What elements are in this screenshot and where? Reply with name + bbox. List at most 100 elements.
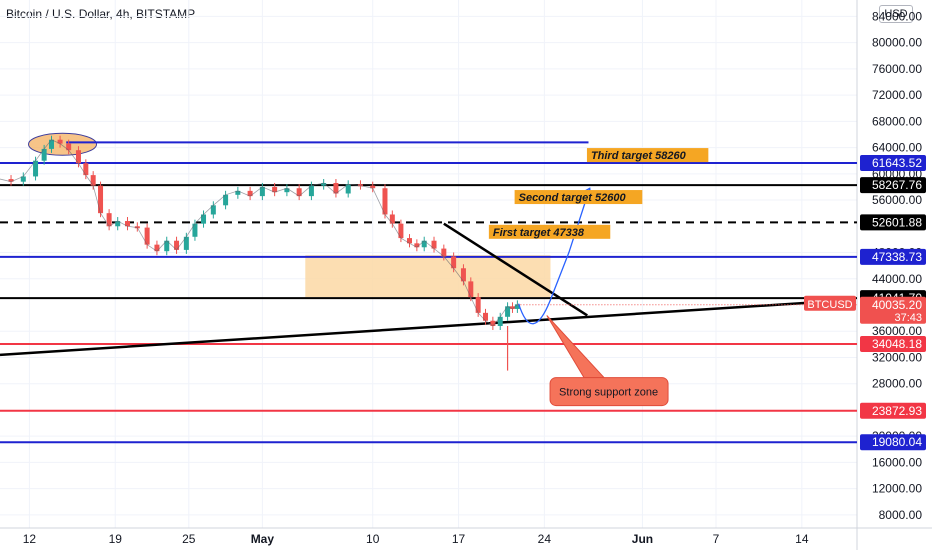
candle-body — [345, 184, 351, 194]
candle-body — [90, 175, 96, 186]
price-line — [0, 139, 518, 327]
price-level-badge — [860, 155, 926, 172]
candle-body — [115, 221, 121, 227]
currency-button[interactable]: USD — [879, 5, 913, 23]
y-tick-label: 68000.00 — [872, 114, 922, 128]
projection-path — [517, 188, 591, 325]
candle-body — [333, 182, 339, 194]
y-tick-label: 64000.00 — [872, 141, 922, 155]
x-tick-label: 25 — [182, 532, 196, 546]
x-tick-label: 14 — [795, 532, 809, 546]
x-tick-label: Jun — [632, 532, 653, 546]
descending-resistance-trendline — [443, 222, 588, 317]
candle-body — [490, 320, 496, 326]
target-label-box — [488, 224, 611, 239]
callout-text: Strong support zone — [559, 387, 658, 399]
candle-body — [505, 306, 511, 317]
candle-body — [66, 143, 72, 151]
candle-body — [475, 297, 481, 313]
y-tick-label: 56000.00 — [872, 193, 922, 207]
y-tick-label: 36000.00 — [872, 324, 922, 338]
candle-body — [144, 227, 150, 245]
candle-body — [223, 194, 229, 206]
candle-body — [441, 248, 447, 257]
last-price-value: 40035.20 — [872, 298, 922, 312]
price-level-badge — [860, 248, 926, 265]
candle-body — [509, 306, 515, 309]
candle-body — [8, 179, 14, 182]
candle-body — [106, 213, 112, 227]
price-level-badge-text: 34048.18 — [872, 337, 922, 351]
top-highlight-ellipse — [28, 132, 98, 156]
candle-body — [514, 304, 520, 309]
callout-pointer — [546, 315, 606, 379]
x-tick-label: 12 — [23, 532, 37, 546]
candle-body — [235, 190, 241, 195]
candle-body — [192, 223, 198, 237]
x-tick-label: May — [251, 532, 275, 546]
candle-body — [125, 221, 131, 227]
candle-body — [451, 256, 457, 269]
candle-body — [398, 223, 404, 239]
y-tick-label: 80000.00 — [872, 36, 922, 50]
last-price-badge — [860, 296, 926, 324]
chart-title: Bitcoin / U.S. Dollar, 4h, BITSTAMP — [6, 7, 196, 21]
candle-body — [98, 185, 104, 214]
candle-body — [284, 188, 290, 193]
candle-body — [382, 188, 388, 215]
candle-body — [174, 240, 180, 250]
target-label-text: Third target 58260 — [591, 150, 687, 162]
support-zone — [305, 255, 551, 298]
price-level-badge — [860, 177, 926, 194]
candle-body — [406, 238, 412, 244]
candle-body — [57, 139, 63, 144]
ascending-support-trendline — [0, 299, 845, 357]
candle-body — [389, 214, 395, 224]
candle-body — [83, 163, 89, 176]
candle-body — [201, 214, 207, 224]
candle-body — [321, 182, 327, 186]
candle-body — [20, 176, 26, 182]
candle-body — [154, 244, 160, 252]
price-level-badge-text: 58267.76 — [872, 178, 922, 192]
y-tick-label: 16000.00 — [872, 455, 922, 469]
price-level-badge-text: 23872.93 — [872, 404, 922, 418]
candle-body — [483, 312, 489, 321]
x-tick-label: 17 — [452, 532, 466, 546]
target-label-box — [514, 190, 643, 205]
x-tick-label: 19 — [109, 532, 123, 546]
candle-body — [272, 186, 278, 193]
x-tick-label: 24 — [538, 532, 552, 546]
price-level-badge — [860, 434, 926, 451]
target-label-box — [586, 148, 709, 163]
target-label-text: Second target 52600 — [519, 192, 627, 204]
y-tick-label: 32000.00 — [872, 350, 922, 364]
price-level-badge-text: 61643.52 — [872, 156, 922, 170]
symbol-badge — [804, 295, 856, 311]
candle-body — [183, 236, 189, 250]
price-level-badge-text: 52601.88 — [872, 215, 922, 229]
candle-body — [247, 190, 253, 197]
last-price-countdown: 37:43 — [894, 312, 922, 324]
target-label-text: First target 47338 — [493, 227, 585, 239]
y-tick-label: 44000.00 — [872, 272, 922, 286]
candle-body — [497, 316, 503, 326]
candle-body — [460, 268, 466, 282]
price-level-badge-text: 19080.04 — [872, 435, 922, 449]
callout-box — [549, 377, 669, 407]
candle-body — [210, 205, 216, 215]
candle-body — [33, 160, 39, 177]
y-tick-label: 72000.00 — [872, 88, 922, 102]
candle-body — [164, 240, 170, 252]
y-tick-label: 8000.00 — [879, 508, 923, 522]
candle-body — [421, 240, 427, 248]
candle-body — [75, 150, 81, 164]
y-tick-label: 28000.00 — [872, 377, 922, 391]
candle-body — [41, 148, 47, 161]
candle-body — [296, 188, 302, 197]
y-tick-label: 12000.00 — [872, 482, 922, 496]
y-tick-label: 76000.00 — [872, 62, 922, 76]
price-level-badge — [860, 336, 926, 353]
symbol-badge-text: BTCUSD — [807, 299, 852, 311]
